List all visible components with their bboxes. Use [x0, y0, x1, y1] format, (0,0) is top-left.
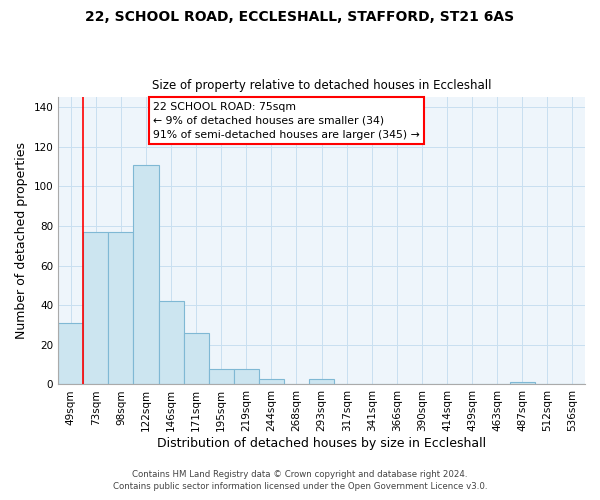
Y-axis label: Number of detached properties: Number of detached properties	[15, 142, 28, 340]
Text: Contains HM Land Registry data © Crown copyright and database right 2024.
Contai: Contains HM Land Registry data © Crown c…	[113, 470, 487, 491]
Bar	[309, 378, 334, 384]
X-axis label: Distribution of detached houses by size in Eccleshall: Distribution of detached houses by size …	[157, 437, 486, 450]
Bar	[158, 302, 184, 384]
Bar	[83, 232, 109, 384]
Bar	[510, 382, 535, 384]
Bar	[209, 368, 234, 384]
Title: Size of property relative to detached houses in Eccleshall: Size of property relative to detached ho…	[152, 79, 491, 92]
Bar	[58, 323, 83, 384]
Bar	[259, 378, 284, 384]
Bar	[133, 164, 158, 384]
Text: 22, SCHOOL ROAD, ECCLESHALL, STAFFORD, ST21 6AS: 22, SCHOOL ROAD, ECCLESHALL, STAFFORD, S…	[85, 10, 515, 24]
Bar	[234, 368, 259, 384]
Bar	[109, 232, 133, 384]
Text: 22 SCHOOL ROAD: 75sqm
← 9% of detached houses are smaller (34)
91% of semi-detac: 22 SCHOOL ROAD: 75sqm ← 9% of detached h…	[153, 102, 420, 140]
Bar	[184, 333, 209, 384]
